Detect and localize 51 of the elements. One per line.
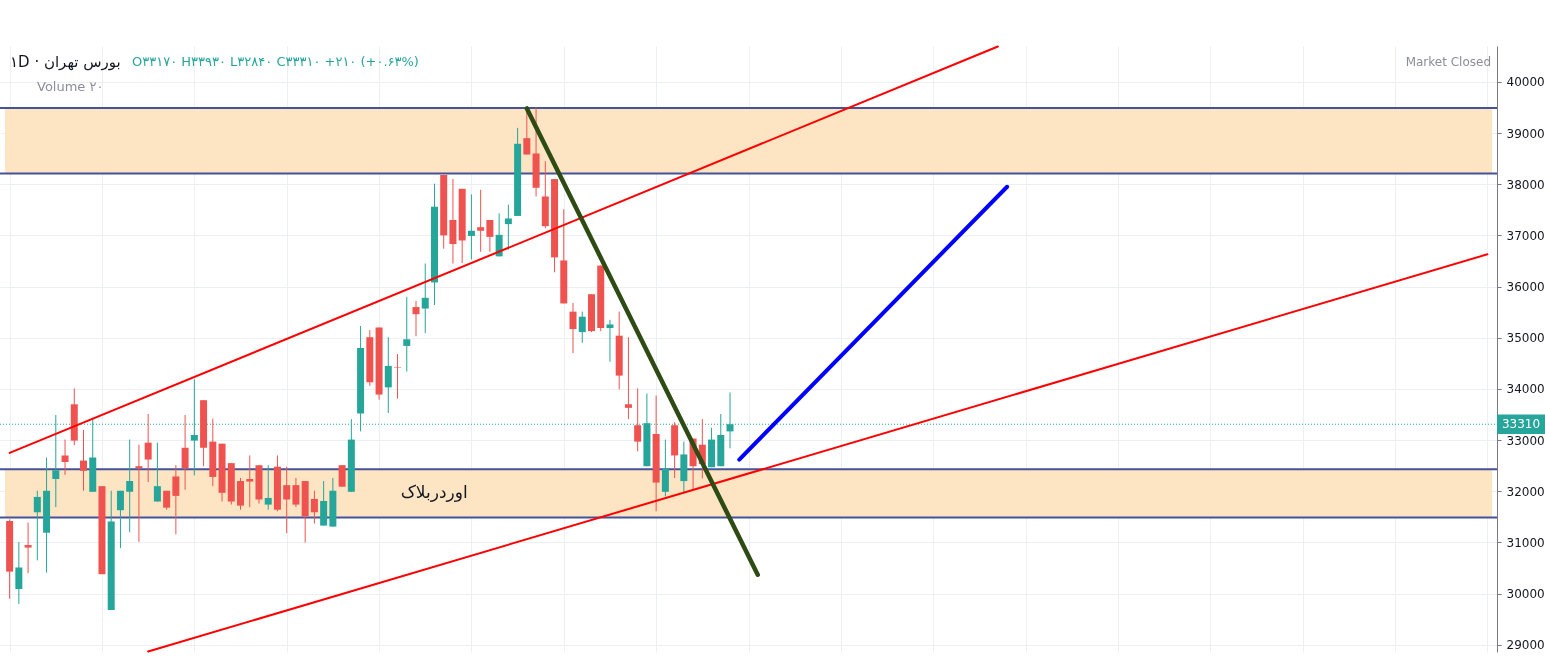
candlestick: [144, 413, 152, 483]
ref-line-label: 33310: [1501, 417, 1541, 432]
band-label: اوردربلاک: [400, 482, 468, 503]
candlestick: [661, 439, 669, 497]
candlestick: [15, 541, 23, 605]
candlestick: [569, 302, 577, 354]
candlestick: [477, 189, 485, 253]
candlestick: [283, 466, 291, 534]
text: O۳۳۱۷۰ H۳۳۹۳۰ L۳۲۸۴۰ C۳۳۳۱۰ +۲۱۰ (+۰.۶۳%): [132, 54, 419, 69]
text: ۱D · بورس تهران: [10, 53, 121, 71]
candlestick: [116, 490, 124, 549]
y-tick-label: 39000: [1506, 126, 1545, 141]
y-tick-label: 38000: [1506, 177, 1545, 192]
candlestick: [394, 353, 402, 400]
candlestick: [33, 490, 41, 561]
candlestick: [384, 336, 392, 414]
candlestick: [292, 477, 300, 508]
candlestick: [467, 193, 475, 260]
candlestick: [606, 319, 614, 363]
y-tick-label: 33000: [1506, 433, 1545, 448]
candlestick: [153, 442, 161, 503]
y-tick-label: 29000: [1506, 638, 1545, 653]
y-tick-label: 30000: [1506, 587, 1545, 602]
annotation: Volume ۲۰: [37, 79, 104, 94]
candlestick: [264, 464, 272, 511]
candlestick: [486, 219, 494, 253]
y-tick-label: 36000: [1506, 280, 1545, 295]
y-tick-label: 34000: [1506, 382, 1545, 397]
candlestick: [126, 439, 134, 533]
y-tick-label: 37000: [1506, 228, 1545, 243]
candlestick: [172, 464, 180, 535]
candlestick: [412, 300, 420, 337]
candlestick: [61, 439, 69, 476]
y-tick-label: 32000: [1506, 484, 1545, 499]
candlestick: [578, 311, 586, 344]
y-tick-label: 35000: [1506, 331, 1545, 346]
candlestick: [338, 464, 346, 488]
annotation: Market Closed: [1405, 55, 1491, 69]
candlestick: [246, 454, 254, 508]
candlestick: [421, 263, 429, 334]
candlestick: [80, 429, 88, 492]
candlestick: [181, 414, 189, 491]
y-tick-label: 40000: [1506, 75, 1545, 90]
candlestick: [24, 522, 32, 574]
candlestick: [135, 444, 143, 543]
candlestick: [504, 204, 512, 251]
candlestick: [310, 490, 318, 525]
candlestick: [634, 387, 642, 452]
y-tick-label: 31000: [1506, 535, 1545, 550]
candlestick: [403, 296, 411, 373]
candlestick: [624, 336, 632, 420]
